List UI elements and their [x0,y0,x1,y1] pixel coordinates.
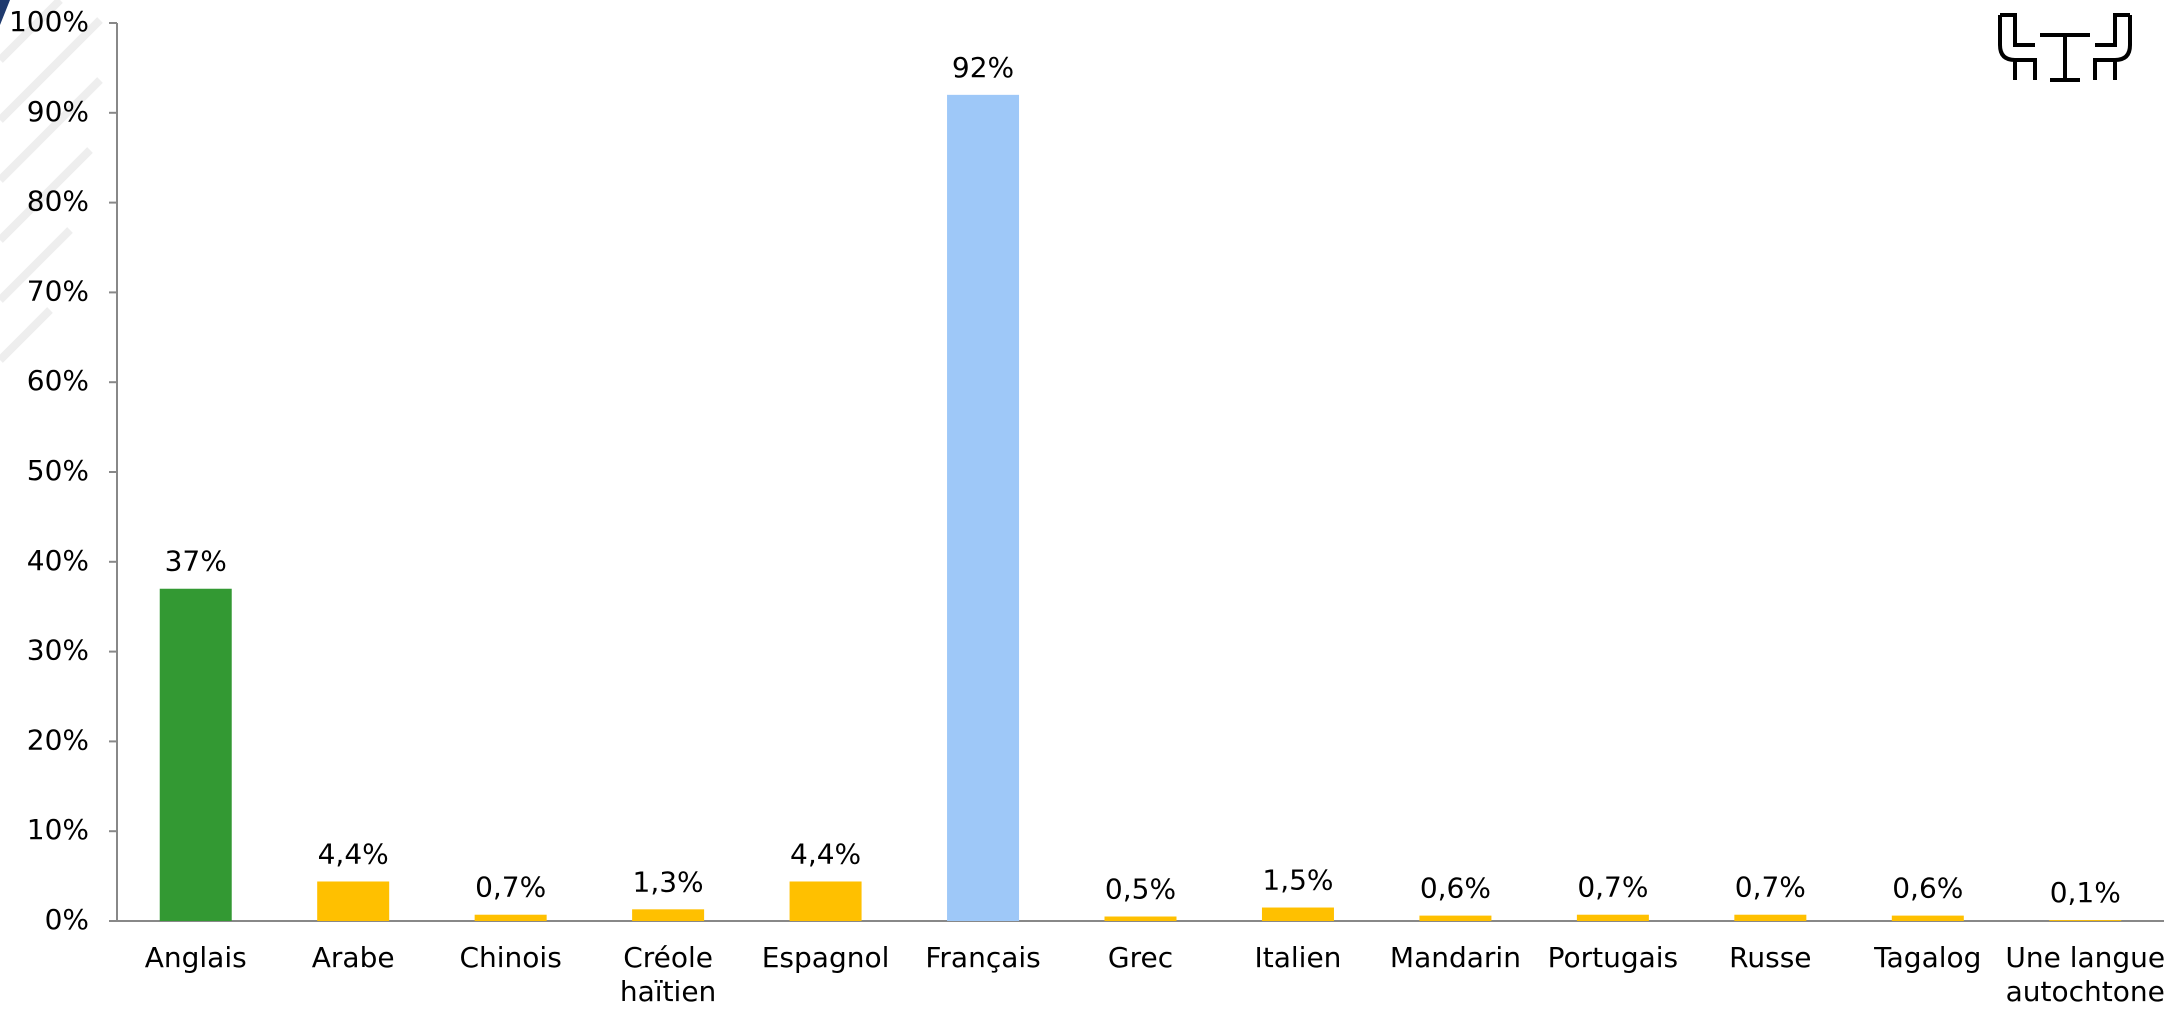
bar [1104,916,1177,921]
bar [159,588,232,921]
y-tick-label: 60% [27,364,89,397]
value-label: 92% [952,51,1014,84]
y-tick-label: 50% [27,454,89,487]
y-tick-label: 80% [27,185,89,218]
bar [947,94,1020,922]
bar [317,881,390,921]
y-tick-label: 40% [27,544,89,577]
value-label: 4,4% [318,837,389,870]
x-tick-label: Tagalog [1874,941,1982,974]
bar [1419,915,1492,921]
value-label: 0,5% [1105,873,1176,906]
y-tick-label: 70% [27,274,89,307]
value-label: 0,6% [1892,872,1963,905]
bar [1576,914,1649,921]
x-tick-label: Mandarin [1389,941,1521,974]
x-tick-label: Italien [1254,941,1342,974]
value-label: 1,5% [1262,864,1333,897]
y-tick-label: 0% [45,903,89,936]
decor-stripes [0,0,103,363]
x-tick-label: Grec [1107,941,1174,974]
x-tick-label: Portugais [1547,941,1679,974]
value-label: 1,3% [633,865,704,898]
bar [1734,914,1807,921]
value-label: 37% [165,545,227,578]
x-tick-label: Russe [1729,941,1812,974]
value-label: 4,4% [790,837,861,870]
logo-icon [1998,13,2132,82]
bar [474,914,547,921]
bar [1891,915,1964,921]
y-tick-label: 90% [27,95,89,128]
value-label: 0,6% [1420,872,1491,905]
value-label: 0,7% [1577,871,1648,904]
y-tick-label: 30% [27,634,89,667]
x-tick-label: Français [925,941,1041,974]
value-label: 0,7% [1735,871,1806,904]
y-tick-label: 20% [27,723,89,756]
bar [1261,907,1334,921]
x-tick-label: Créole haïtien [619,941,717,1008]
value-label: 0,1% [2050,876,2121,909]
bar [789,881,862,921]
x-tick-label: Arabe [311,941,395,974]
y-tick-label: 100% [9,5,89,38]
bar [632,909,705,921]
x-tick-label: Espagnol [761,941,890,974]
x-tick-label: Une langue autochtone [2005,941,2164,1008]
x-tick-label: Anglais [144,941,247,974]
value-label: 0,7% [475,871,546,904]
y-tick-label: 10% [27,813,89,846]
bar [2049,920,2122,921]
x-tick-label: Chinois [459,941,562,974]
decor-corner [0,0,10,25]
